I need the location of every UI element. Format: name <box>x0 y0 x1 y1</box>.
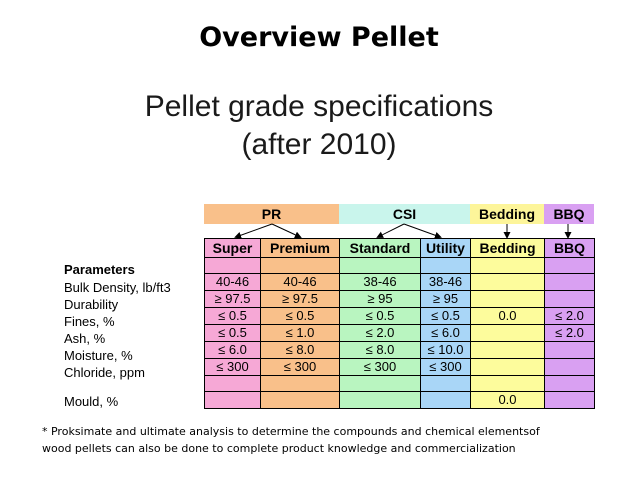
table-cell: ≤ 2.0 <box>544 324 595 342</box>
table-row: ≤ 300 ≤ 300 ≤ 300 ≤ 300 <box>204 358 595 376</box>
group-csi: CSI <box>339 204 470 224</box>
table-row: 0.0 <box>204 391 595 409</box>
table-cell <box>544 341 595 359</box>
group-pr: PR <box>204 204 339 224</box>
table-cell: ≤ 0.5 <box>204 324 261 342</box>
slide-title: Overview Pellet <box>199 22 439 53</box>
table-cell: ≤ 0.5 <box>420 307 471 325</box>
spacer-cell <box>260 257 340 274</box>
table-cell: ≥ 95 <box>420 290 471 308</box>
table-cell: ≤ 6.0 <box>420 324 471 342</box>
table-cell <box>470 341 545 359</box>
spacer-cell <box>204 375 261 392</box>
table-cell: ≤ 2.0 <box>544 307 595 325</box>
col-bbq: BBQ <box>544 238 595 258</box>
table-cell: ≤ 300 <box>260 358 340 376</box>
table-cell <box>339 391 421 409</box>
table-cell: ≤ 300 <box>339 358 421 376</box>
table-cell: ≤ 8.0 <box>339 341 421 359</box>
table-cell <box>204 391 261 409</box>
table-cell <box>544 358 595 376</box>
group-bbq-label: BBQ <box>553 206 585 222</box>
col-super: Super <box>204 238 261 258</box>
table-cell: 0.0 <box>470 307 545 325</box>
table-cell: 38-46 <box>420 273 471 291</box>
table-cell <box>544 273 595 291</box>
spacer-cell <box>339 257 421 274</box>
table-cell: ≤ 6.0 <box>204 341 261 359</box>
col-utility: Utility <box>420 238 471 258</box>
parameters-title: Parameters <box>64 262 135 277</box>
spacer-cell <box>260 375 340 392</box>
spacer-cell <box>544 375 595 392</box>
table-row: ≥ 97.5 ≥ 97.5 ≥ 95 ≥ 95 <box>204 290 595 308</box>
table-cell: ≤ 10.0 <box>420 341 471 359</box>
subtitle-line-1: Pellet grade specifications <box>144 90 494 123</box>
table-cell: 38-46 <box>339 273 421 291</box>
table-row: ≤ 6.0 ≤ 8.0 ≤ 8.0 ≤ 10.0 <box>204 341 595 359</box>
param-bulk-density: Bulk Density, lb/ft3 <box>64 280 171 295</box>
table-cell <box>420 391 471 409</box>
table-row: ≤ 0.5 ≤ 0.5 ≤ 0.5 ≤ 0.5 0.0 ≤ 2.0 <box>204 307 595 325</box>
subtitle-line-2: (after 2010) <box>241 128 397 161</box>
table-cell <box>470 273 545 291</box>
table-cell: ≤ 2.0 <box>339 324 421 342</box>
table-cell: 40-46 <box>260 273 340 291</box>
col-standard: Standard <box>339 238 421 258</box>
table-cell <box>260 391 340 409</box>
table-cell: ≥ 97.5 <box>204 290 261 308</box>
spacer-cell <box>420 257 471 274</box>
table-row: ≤ 0.5 ≤ 1.0 ≤ 2.0 ≤ 6.0 ≤ 2.0 <box>204 324 595 342</box>
group-pr-label: PR <box>261 206 282 222</box>
param-durability: Durability <box>64 297 119 312</box>
footnote-line-1: * Proksimate and ultimate analysis to de… <box>42 425 540 438</box>
table-cell <box>470 358 545 376</box>
spacer-cell <box>204 257 261 274</box>
footnote-line-2: wood pellets can also be done to complet… <box>42 442 516 455</box>
arrow-csi-standard <box>376 223 405 238</box>
group-csi-label: CSI <box>392 206 417 222</box>
table-cell: ≤ 300 <box>420 358 471 376</box>
table-cell: 40-46 <box>204 273 261 291</box>
col-premium: Premium <box>260 238 340 258</box>
col-bedding: Bedding <box>470 238 545 258</box>
header-row: Super Premium Standard Utility Bedding B… <box>204 238 595 258</box>
spacer-cell <box>420 375 471 392</box>
arrow-pr-super <box>234 223 273 239</box>
spacer-cell <box>544 257 595 274</box>
spacer-row <box>204 257 595 274</box>
table-cell: ≤ 0.5 <box>260 307 340 325</box>
table-cell <box>470 324 545 342</box>
spacer-cell <box>339 375 421 392</box>
param-fines: Fines, % <box>64 314 115 329</box>
param-ash: Ash, % <box>64 331 106 346</box>
table-cell: ≥ 95 <box>339 290 421 308</box>
param-moisture: Moisture, % <box>64 348 133 363</box>
table-cell: ≥ 97.5 <box>260 290 340 308</box>
table-cell: ≤ 1.0 <box>260 324 340 342</box>
spacer-cell <box>470 375 545 392</box>
table-subtitle: Pellet grade specifications (after 2010) <box>0 88 638 164</box>
spacer-row <box>204 375 595 392</box>
param-mould: Mould, % <box>64 394 119 409</box>
arrow-csi-utility <box>403 223 442 239</box>
table-cell: ≤ 0.5 <box>339 307 421 325</box>
table-cell: ≤ 8.0 <box>260 341 340 359</box>
table-cell <box>544 290 595 308</box>
param-chloride: Chloride, ppm <box>64 365 145 380</box>
footnote: * Proksimate and ultimate analysis to de… <box>42 423 612 457</box>
spec-table: Super Premium Standard Utility Bedding B… <box>204 238 595 409</box>
group-bbq: BBQ <box>544 204 594 224</box>
table-cell <box>470 290 545 308</box>
table-cell: 0.0 <box>470 391 545 409</box>
table-row: 40-46 40-46 38-46 38-46 <box>204 273 595 291</box>
group-bedding-label: Bedding <box>479 206 535 222</box>
table-cell: ≤ 300 <box>204 358 261 376</box>
spacer-cell <box>470 257 545 274</box>
table-cell: ≤ 0.5 <box>204 307 261 325</box>
arrow-pr-premium <box>271 223 302 239</box>
group-bedding: Bedding <box>470 204 544 224</box>
table-cell <box>544 391 595 409</box>
